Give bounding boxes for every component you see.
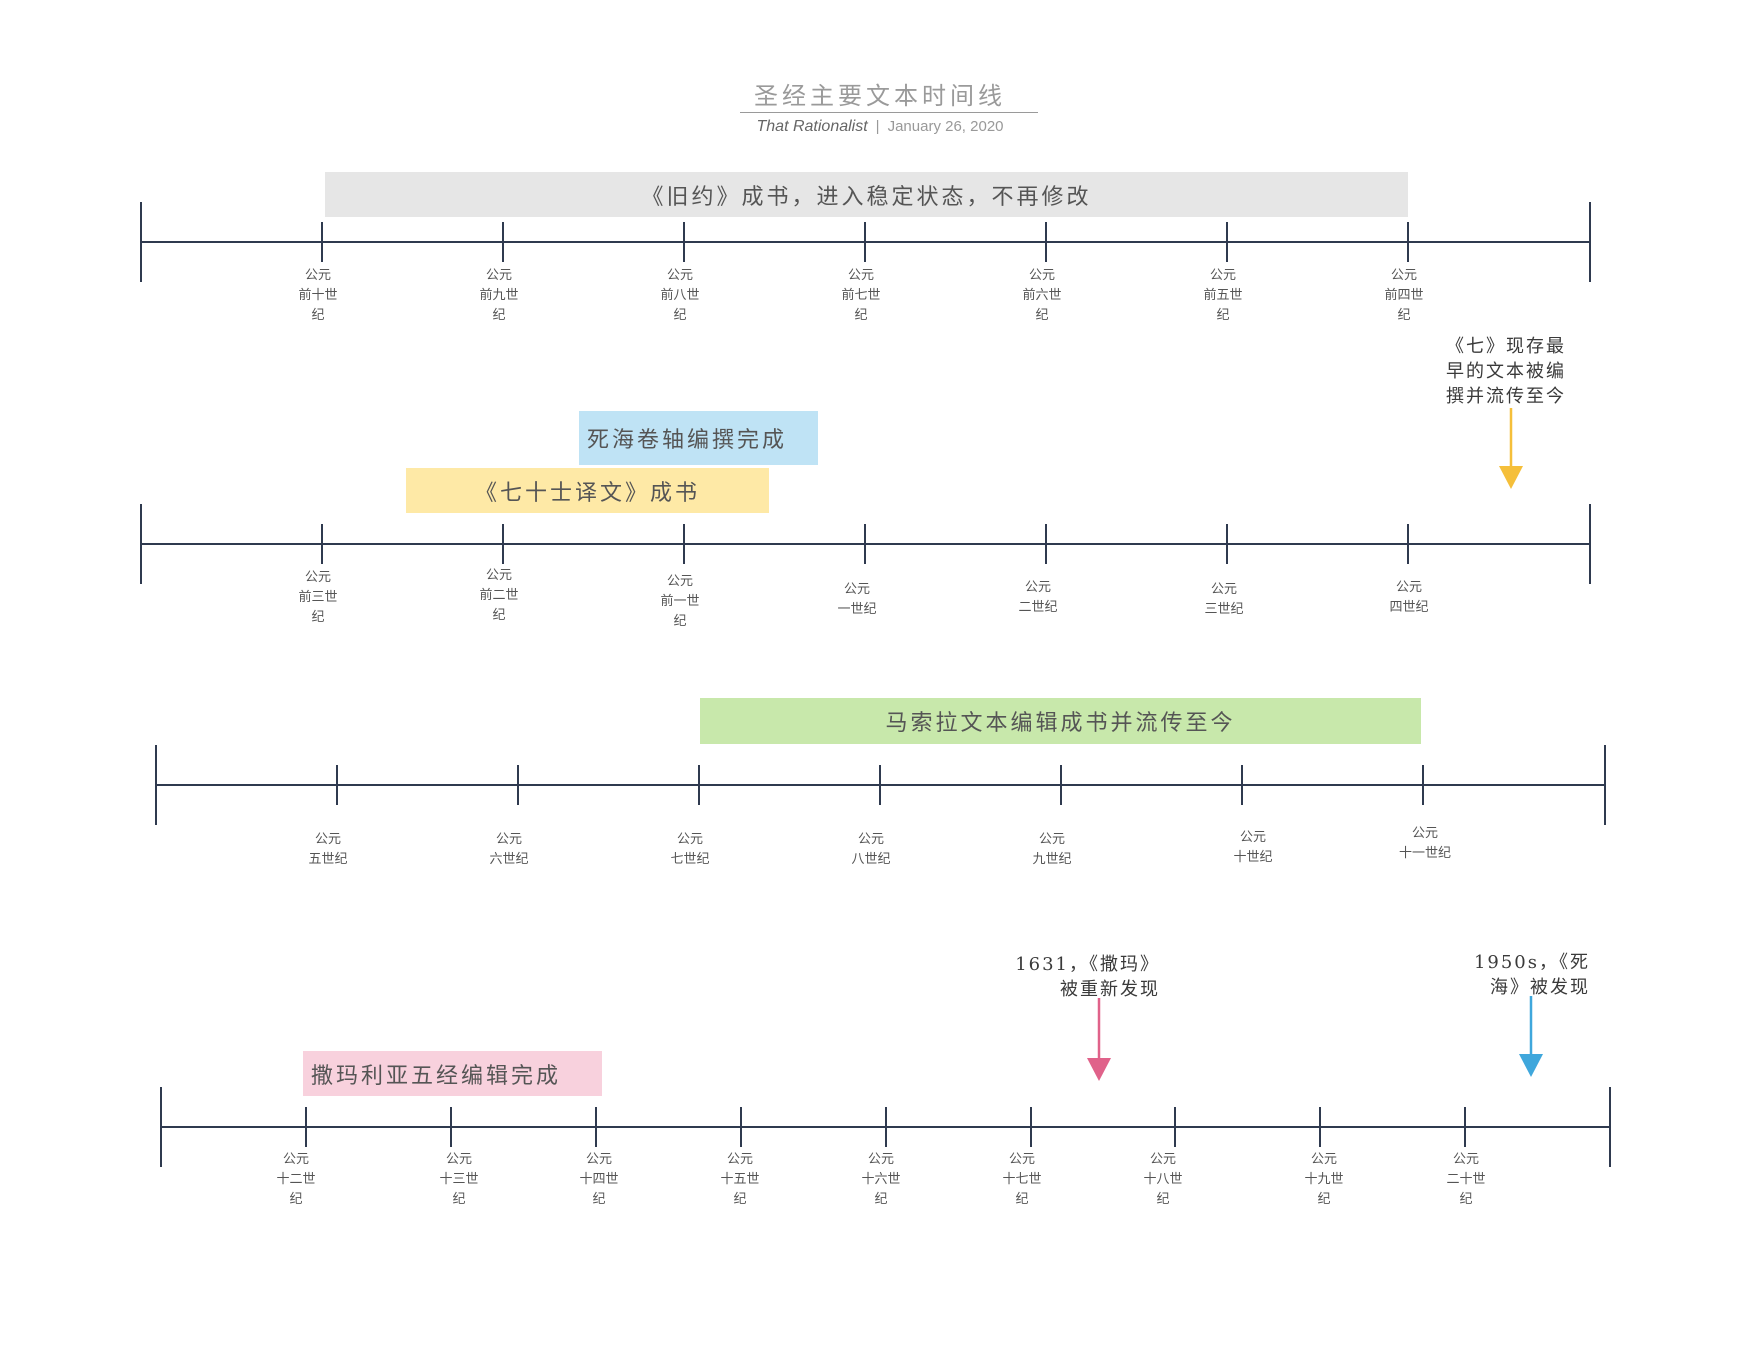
bar-masoretic: 马索拉文本编辑成书并流传至今 [700,698,1421,744]
tick-label: 公元 十六世 纪 [861,1152,901,1207]
bar-old-testament-label: 《旧约》成书，进入稳定状态，不再修改 [641,184,1092,210]
timeline-row-2 [140,504,1591,584]
arrow-pink-down-icon [1087,998,1111,1081]
tick-label: 公元 前五世 纪 [1203,268,1243,323]
author: That Rationalist [756,118,868,135]
tick-label: 公元 十一世纪 [1398,826,1452,861]
tick-label: 公元 前一世 纪 [660,574,700,629]
tick-label: 公元 十九世 纪 [1304,1152,1344,1207]
byline-separator: | [875,118,880,135]
timeline-row-3 [155,745,1606,825]
tick-label: 公元 六世纪 [489,832,529,867]
tick-label: 公元 前二世 纪 [479,568,519,623]
note-septuagint-oldest: 《七》现存最 早的文本被编 撰并流传至今 [1446,309,1596,409]
tick-label: 公元 十七世 纪 [1002,1152,1042,1207]
tick-label: 公元 二十世 纪 [1446,1152,1486,1207]
tick-label: 公元 前九世 纪 [479,268,519,323]
tick-label: 公元 前十世 纪 [298,268,338,323]
bar-samaritan-label: 撒玛利亚五经编辑完成 [311,1063,562,1089]
title-underline [740,112,1038,113]
bar-septuagint-label: 《七十士译文》成书 [474,480,700,506]
tick-label: 公元 十世纪 [1233,830,1273,865]
tick-label: 公元 五世纪 [308,832,348,867]
note-samaritan-rediscovered-text: 1631，《撒玛》 被重新发现 [1015,954,1160,1000]
arrow-blue-down-icon [1519,996,1543,1077]
tick-label: 公元 前三世 纪 [298,570,338,625]
tick-label: 公元 三世纪 [1204,582,1244,617]
tick-label: 公元 前七世 纪 [841,268,881,323]
bar-dead-sea-scrolls-label: 死海卷轴编撰完成 [587,428,788,453]
tick-label: 公元 四世纪 [1389,580,1429,615]
note-samaritan-rediscovered: 1631，《撒玛》 被重新发现 [990,927,1160,1002]
tick-label: 公元 前八世 纪 [660,268,700,323]
byline: That Rationalist | January 26, 2020 [0,118,1760,136]
tick-label: 公元 十八世 纪 [1143,1152,1183,1207]
bar-dead-sea-scrolls: 死海卷轴编撰完成 [579,411,818,465]
tick-label: 公元 十四世 纪 [579,1152,619,1207]
tick-label: 公元 十五世 纪 [720,1152,760,1207]
note-dead-sea-discovered: 1950s，《死 海》被发现 [1440,925,1590,1000]
bar-old-testament: 《旧约》成书，进入稳定状态，不再修改 [325,172,1408,217]
tick-label: 公元 八世纪 [851,832,891,867]
tick-label: 公元 十三世 纪 [439,1152,479,1207]
arrow-yellow-down-icon [1499,408,1523,489]
bar-masoretic-label: 马索拉文本编辑成书并流传至今 [885,711,1236,736]
bar-septuagint: 《七十士译文》成书 [406,468,769,513]
timeline-row-4 [160,1087,1611,1167]
tick-label: 公元 二世纪 [1018,580,1058,615]
tick-label: 公元 一世纪 [837,582,877,617]
tick-label: 公元 十二世 纪 [276,1152,316,1207]
tick-label: 公元 前六世 纪 [1022,268,1062,323]
timeline-row-1 [140,202,1591,282]
page-title: 圣经主要文本时间线 [754,82,1006,110]
note-dead-sea-discovered-text: 1950s，《死 海》被发现 [1473,952,1590,998]
publish-date: January 26, 2020 [887,118,1004,135]
tick-label: 公元 前四世 纪 [1384,268,1424,323]
tick-label: 公元 九世纪 [1032,832,1072,867]
note-septuagint-oldest-text: 《七》现存最 早的文本被编 撰并流传至今 [1446,336,1566,407]
tick-label: 公元 七世纪 [670,832,710,867]
bar-samaritan: 撒玛利亚五经编辑完成 [303,1051,602,1096]
